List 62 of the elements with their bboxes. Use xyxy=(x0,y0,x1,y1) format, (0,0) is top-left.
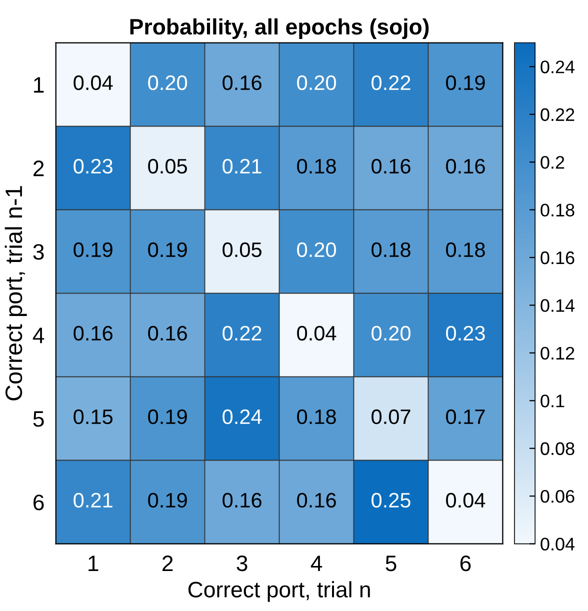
data-label: 0.19 xyxy=(148,492,187,508)
data-label: 0.17 xyxy=(446,409,485,424)
color-bar-label: 0.22 xyxy=(540,108,574,122)
data-label: 0.24 xyxy=(222,409,262,424)
y-tick-label: 4 xyxy=(32,328,44,344)
y-axis-title: Correct port, trial n-1 xyxy=(4,186,27,400)
chart-title: Probability, all epochs (sojo) xyxy=(130,18,429,40)
data-label: 0.18 xyxy=(297,409,336,424)
x-tick-label: 1 xyxy=(88,556,98,572)
data-label: 0.16 xyxy=(222,492,262,508)
x-tick-label: 4 xyxy=(310,556,322,572)
x-axis-title: Correct port, trial n xyxy=(188,581,370,602)
data-label: 0.20 xyxy=(148,75,188,90)
data-label: 0.18 xyxy=(297,158,336,174)
data-label: 0.21 xyxy=(74,492,112,508)
data-label: 0.16 xyxy=(148,326,187,341)
color-bar-label: 0.08 xyxy=(540,442,574,456)
x-tick-label: 6 xyxy=(460,555,471,572)
color-bar-label: 0.04 xyxy=(540,538,575,551)
data-label: 0.15 xyxy=(74,409,112,424)
data-label: 0.19 xyxy=(74,242,112,258)
color-bar-label: 0.16 xyxy=(540,251,574,264)
data-label: 0.19 xyxy=(148,409,187,424)
x-tick-label: 5 xyxy=(386,556,396,572)
data-label: 0.19 xyxy=(446,75,485,90)
data-label: 0.19 xyxy=(148,242,187,258)
color-bar-label: 0.06 xyxy=(540,490,574,503)
data-label: 0.16 xyxy=(74,326,112,341)
y-tick-label: 6 xyxy=(34,494,44,510)
data-label: 0.23 xyxy=(74,158,112,174)
color-bar-label: 0.1 xyxy=(540,394,564,408)
data-label: 0.16 xyxy=(222,75,262,90)
data-label: 0.18 xyxy=(372,242,410,258)
data-label: 0.04 xyxy=(74,75,113,90)
data-label: 0.23 xyxy=(446,326,485,341)
data-label: 0.18 xyxy=(446,242,485,258)
data-label: 0.04 xyxy=(446,492,486,508)
data-label: 0.05 xyxy=(222,242,262,258)
data-label: 0.22 xyxy=(222,326,262,341)
data-label: 0.21 xyxy=(222,158,262,174)
data-label: 0.20 xyxy=(297,75,336,90)
data-label: 0.20 xyxy=(372,326,410,341)
y-tick-label: 5 xyxy=(33,411,44,427)
data-label: 0.16 xyxy=(446,158,485,174)
x-tick-label: 2 xyxy=(162,555,173,572)
y-tick-label: 3 xyxy=(33,244,44,260)
data-label: 0.16 xyxy=(372,158,410,174)
color-bar-label: 0.14 xyxy=(540,299,575,312)
y-tick-label: 2 xyxy=(34,160,44,176)
data-label: 0.16 xyxy=(297,492,336,508)
data-label: 0.22 xyxy=(372,75,410,90)
data-label: 0.25 xyxy=(372,492,410,508)
y-tick-label: 1 xyxy=(34,77,44,93)
color-bar-label: 0.18 xyxy=(540,204,574,216)
x-tick-label: 3 xyxy=(236,555,248,572)
color-bar-label: 0.2 xyxy=(540,156,564,169)
color-bar-label: 0.24 xyxy=(540,60,575,74)
data-label: 0.07 xyxy=(372,409,410,424)
data-label: 0.04 xyxy=(297,326,336,341)
color-bar-label: 0.12 xyxy=(540,346,574,360)
data-label: 0.05 xyxy=(148,158,187,174)
data-label: 0.20 xyxy=(297,242,336,258)
